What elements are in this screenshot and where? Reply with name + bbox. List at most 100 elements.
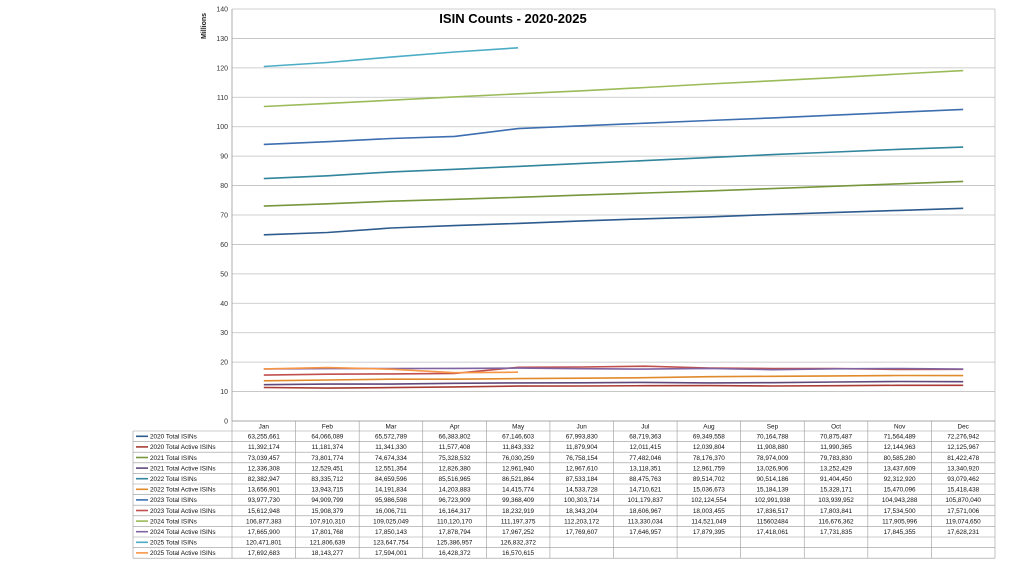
data-label: 74,674,334 [375, 455, 407, 462]
series-line-11 [263, 47, 519, 68]
data-label: 17,594,001 [375, 550, 407, 557]
data-label: 12,967,610 [566, 465, 598, 472]
table-row-5: 2022 Total ISINs 82,382,947 83,335,712 84,6… [136, 476, 980, 483]
data-label: 11,908,880 [757, 444, 789, 451]
data-label: 17,418,061 [756, 529, 788, 536]
series-11 [263, 47, 519, 68]
data-label: 17,803,841 [820, 508, 852, 515]
y-tick-0: 0 [224, 419, 228, 426]
data-label: 85,516,965 [439, 476, 471, 483]
series-8 [263, 365, 964, 376]
data-label: 15,908,379 [311, 508, 343, 515]
x-tick-sep: Sep [767, 424, 779, 431]
data-label: 87,533,184 [566, 476, 598, 483]
data-label: 14,191,834 [375, 487, 407, 494]
series-3 [263, 180, 964, 207]
series-line-9 [263, 69, 964, 108]
data-label: 76,030,259 [502, 455, 534, 462]
table-row-4: 2021 Total Active ISINs 12,336,308 12,529,… [136, 465, 980, 472]
data-label: 12,011,415 [630, 444, 662, 451]
chart-title: ISIN Counts - 2020-2025 [439, 11, 586, 26]
y-tick-60: 60 [220, 242, 228, 249]
data-label: 13,252,429 [820, 465, 852, 472]
data-label: 17,665,900 [248, 529, 280, 536]
data-label: 13,656,901 [248, 487, 280, 494]
data-label: 13,026,906 [756, 465, 788, 472]
y-tick-100: 100 [216, 124, 228, 131]
data-label: 91,404,450 [820, 476, 852, 483]
data-label: 75,328,532 [439, 455, 471, 462]
data-label: 16,006,711 [375, 508, 407, 515]
series-line-5 [263, 146, 964, 180]
data-label: 14,415,774 [502, 487, 534, 494]
data-label: 112,203,172 [564, 518, 600, 525]
data-label: 111,197,375 [501, 518, 536, 525]
y-tick-80: 80 [220, 183, 228, 190]
x-tick-jul: Jul [641, 424, 649, 431]
legend-entry-7: 2023 Total ISINs [150, 497, 197, 504]
data-label: 12,551,354 [375, 465, 407, 472]
data-label: 12,336,308 [248, 465, 280, 472]
data-label: 63,255,661 [248, 434, 280, 441]
legend-entry-11: 2025 Total ISINs [150, 540, 197, 547]
data-label: 17,646,957 [629, 529, 661, 536]
y-tick-20: 20 [220, 360, 228, 367]
table-row-2: 2020 Total Active ISINs 11,392,174 11,181,… [136, 444, 980, 451]
data-label: 101,179,837 [628, 497, 664, 504]
data-label: 83,335,712 [311, 476, 343, 483]
data-label: 13,340,920 [947, 465, 979, 472]
y-tick-40: 40 [220, 301, 228, 308]
data-label: 17,571,006 [947, 508, 979, 515]
series-lines [263, 47, 964, 389]
series-line-6 [263, 374, 964, 382]
data-label: 78,974,009 [756, 455, 788, 462]
series-6 [263, 374, 964, 382]
legend-entry-8: 2023 Total Active ISINs [150, 508, 216, 515]
data-label: 66,383,802 [439, 434, 471, 441]
series-line-7 [263, 108, 964, 146]
data-label: 11,341,330 [375, 444, 407, 451]
series-7 [263, 108, 964, 146]
x-tick-apr: Apr [450, 424, 461, 431]
data-label: 18,232,919 [502, 508, 534, 515]
data-label: 14,710,621 [629, 487, 661, 494]
y-tick-110: 110 [217, 95, 228, 102]
data-label: 17,692,683 [248, 550, 280, 557]
data-label: 110,120,170 [437, 518, 473, 525]
legend-entry-6: 2022 Total Active ISINs [150, 487, 216, 494]
data-label: 103,939,952 [818, 497, 854, 504]
data-label: 119,074,650 [946, 518, 982, 525]
table-row-1: 2020 Total ISINs 63,255,661 64,066,089 65,5… [136, 434, 980, 441]
data-label: 17,731,835 [820, 529, 852, 536]
data-label: 12,039,804 [693, 444, 725, 451]
data-label: 67,993,830 [566, 434, 598, 441]
x-tick-may: May [512, 424, 525, 431]
data-label: 113,330,034 [628, 518, 664, 525]
data-label: 102,991,938 [755, 497, 791, 504]
y-axis-ticks: 0 10 20 30 40 50 60 70 80 90 100 110 120 130 140 [216, 7, 228, 426]
legend-entry-5: 2022 Total ISINs [150, 476, 197, 483]
legend-entry-12: 2025 Total Active ISINs [150, 550, 216, 557]
x-tick-aug: Aug [703, 424, 715, 431]
table-row-9: 2024 Total ISINs 106,877,383 107,910,310 10… [136, 518, 981, 525]
data-label: 15,328,171 [820, 487, 852, 494]
y-tick-90: 90 [220, 154, 228, 161]
x-tick-jan: Jan [259, 424, 270, 431]
data-label: 17,769,607 [566, 529, 598, 536]
data-label: 80,585,280 [884, 455, 916, 462]
y-tick-70: 70 [220, 213, 228, 220]
data-label: 17,534,500 [884, 508, 916, 515]
data-label: 99,368,409 [502, 497, 534, 504]
series-line-2 [263, 384, 964, 389]
data-label: 102,124,554 [691, 497, 727, 504]
data-label: 89,514,702 [693, 476, 725, 483]
table-row-8: 2023 Total Active ISINs 15,612,948 15,908,… [136, 508, 980, 515]
data-label: 114,521,049 [691, 518, 727, 525]
data-label: 13,437,609 [884, 465, 916, 472]
data-label: 69,349,558 [693, 434, 725, 441]
data-label: 16,164,317 [439, 508, 471, 515]
x-tick-feb: Feb [322, 424, 333, 431]
data-label: 93,079,462 [947, 476, 979, 483]
data-label: 65,572,789 [375, 434, 407, 441]
